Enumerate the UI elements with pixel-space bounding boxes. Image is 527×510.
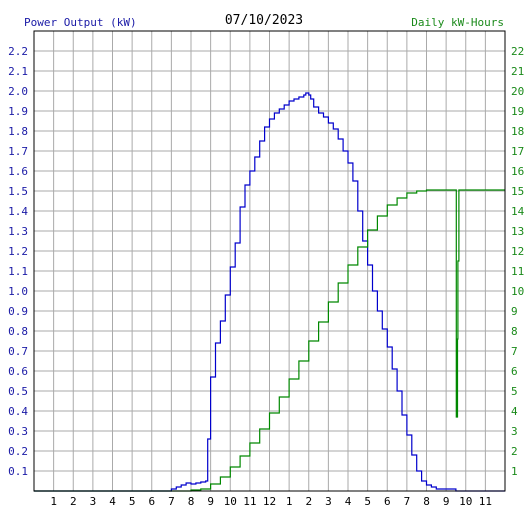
y-left-tick-label: 1.6 — [8, 165, 28, 178]
y-right-tick-label: 12 — [511, 245, 524, 258]
y-left-tick-label: 1.5 — [8, 185, 28, 198]
y-right-tick-label: 19 — [511, 105, 524, 118]
y-right-tick-label: 13 — [511, 225, 524, 238]
y-right-tick-label: 4 — [511, 405, 518, 418]
x-tick-label: 9 — [207, 495, 214, 508]
y-left-tick-label: 0.2 — [8, 445, 28, 458]
tick-labels: 1 2 3 4 5 6 7 8 9 10 11 12 1 2 3 4 5 6 7 8 9 10 110.10.20.30.4… — [8, 45, 524, 508]
y-left-tick-label: 1.1 — [8, 265, 28, 278]
x-tick-label: 8 — [423, 495, 430, 508]
y-right-tick-label: 20 — [511, 85, 524, 98]
x-tick-label: 1 — [50, 495, 57, 508]
x-tick-label: 10 — [224, 495, 237, 508]
x-tick-label: 7 — [168, 495, 175, 508]
y-right-tick-label: 17 — [511, 145, 524, 158]
y-left-tick-label: 2.0 — [8, 85, 28, 98]
y-left-tick-label: 2.2 — [8, 45, 28, 58]
y-left-tick-label: 2.1 — [8, 65, 28, 78]
y-right-tick-label: 2 — [511, 445, 518, 458]
y-left-tick-label: 0.7 — [8, 345, 28, 358]
left-axis-label: Power Output (kW) — [24, 16, 137, 29]
x-tick-label: 8 — [188, 495, 195, 508]
y-right-tick-label: 18 — [511, 125, 524, 138]
chart-series — [34, 92, 505, 492]
y-right-tick-label: 15 — [511, 185, 524, 198]
x-tick-label: 7 — [404, 495, 411, 508]
y-left-tick-label: 0.8 — [8, 325, 28, 338]
y-left-tick-label: 1.3 — [8, 225, 28, 238]
y-right-tick-label: 5 — [511, 385, 518, 398]
y-right-tick-label: 7 — [511, 345, 518, 358]
y-left-tick-label: 0.9 — [8, 305, 28, 318]
x-tick-label: 4 — [109, 495, 116, 508]
x-tick-label: 1 — [286, 495, 293, 508]
y-right-tick-label: 21 — [511, 65, 524, 78]
y-right-tick-label: 8 — [511, 325, 518, 338]
y-right-tick-label: 1 — [511, 465, 518, 478]
x-tick-label: 4 — [345, 495, 352, 508]
y-right-tick-label: 10 — [511, 285, 524, 298]
y-left-tick-label: 1.4 — [8, 205, 28, 218]
x-tick-label: 11 — [479, 495, 492, 508]
x-tick-label: 5 — [364, 495, 371, 508]
x-tick-label: 2 — [305, 495, 312, 508]
right-axis-label: Daily kW-Hours — [411, 16, 504, 29]
y-right-tick-label: 16 — [511, 165, 524, 178]
y-right-tick-label: 11 — [511, 265, 524, 278]
y-left-tick-label: 1.2 — [8, 245, 28, 258]
y-right-tick-label: 3 — [511, 425, 518, 438]
y-right-tick-label: 22 — [511, 45, 524, 58]
power-series-line — [34, 92, 505, 492]
x-tick-label: 3 — [325, 495, 332, 508]
y-right-tick-label: 14 — [511, 205, 525, 218]
x-tick-label: 10 — [459, 495, 472, 508]
x-tick-label: 2 — [70, 495, 77, 508]
x-tick-label: 6 — [148, 495, 155, 508]
x-tick-label: 11 — [243, 495, 256, 508]
energy-series-line — [34, 189, 505, 492]
y-left-tick-label: 0.1 — [8, 465, 28, 478]
x-tick-label: 9 — [443, 495, 450, 508]
y-left-tick-label: 1.8 — [8, 125, 28, 138]
x-tick-label: 5 — [129, 495, 136, 508]
y-left-tick-label: 0.4 — [8, 405, 28, 418]
y-left-tick-label: 0.5 — [8, 385, 28, 398]
y-left-tick-label: 1.9 — [8, 105, 28, 118]
x-tick-label: 3 — [90, 495, 97, 508]
y-left-tick-label: 0.6 — [8, 365, 28, 378]
x-tick-label: 6 — [384, 495, 391, 508]
y-right-tick-label: 6 — [511, 365, 518, 378]
y-left-tick-label: 1.0 — [8, 285, 28, 298]
y-left-tick-label: 1.7 — [8, 145, 28, 158]
plot-frame — [33, 30, 506, 492]
x-tick-label: 12 — [263, 495, 276, 508]
chart-title: 07/10/2023 — [225, 13, 303, 28]
y-right-tick-label: 9 — [511, 305, 518, 318]
y-left-tick-label: 0.3 — [8, 425, 28, 438]
